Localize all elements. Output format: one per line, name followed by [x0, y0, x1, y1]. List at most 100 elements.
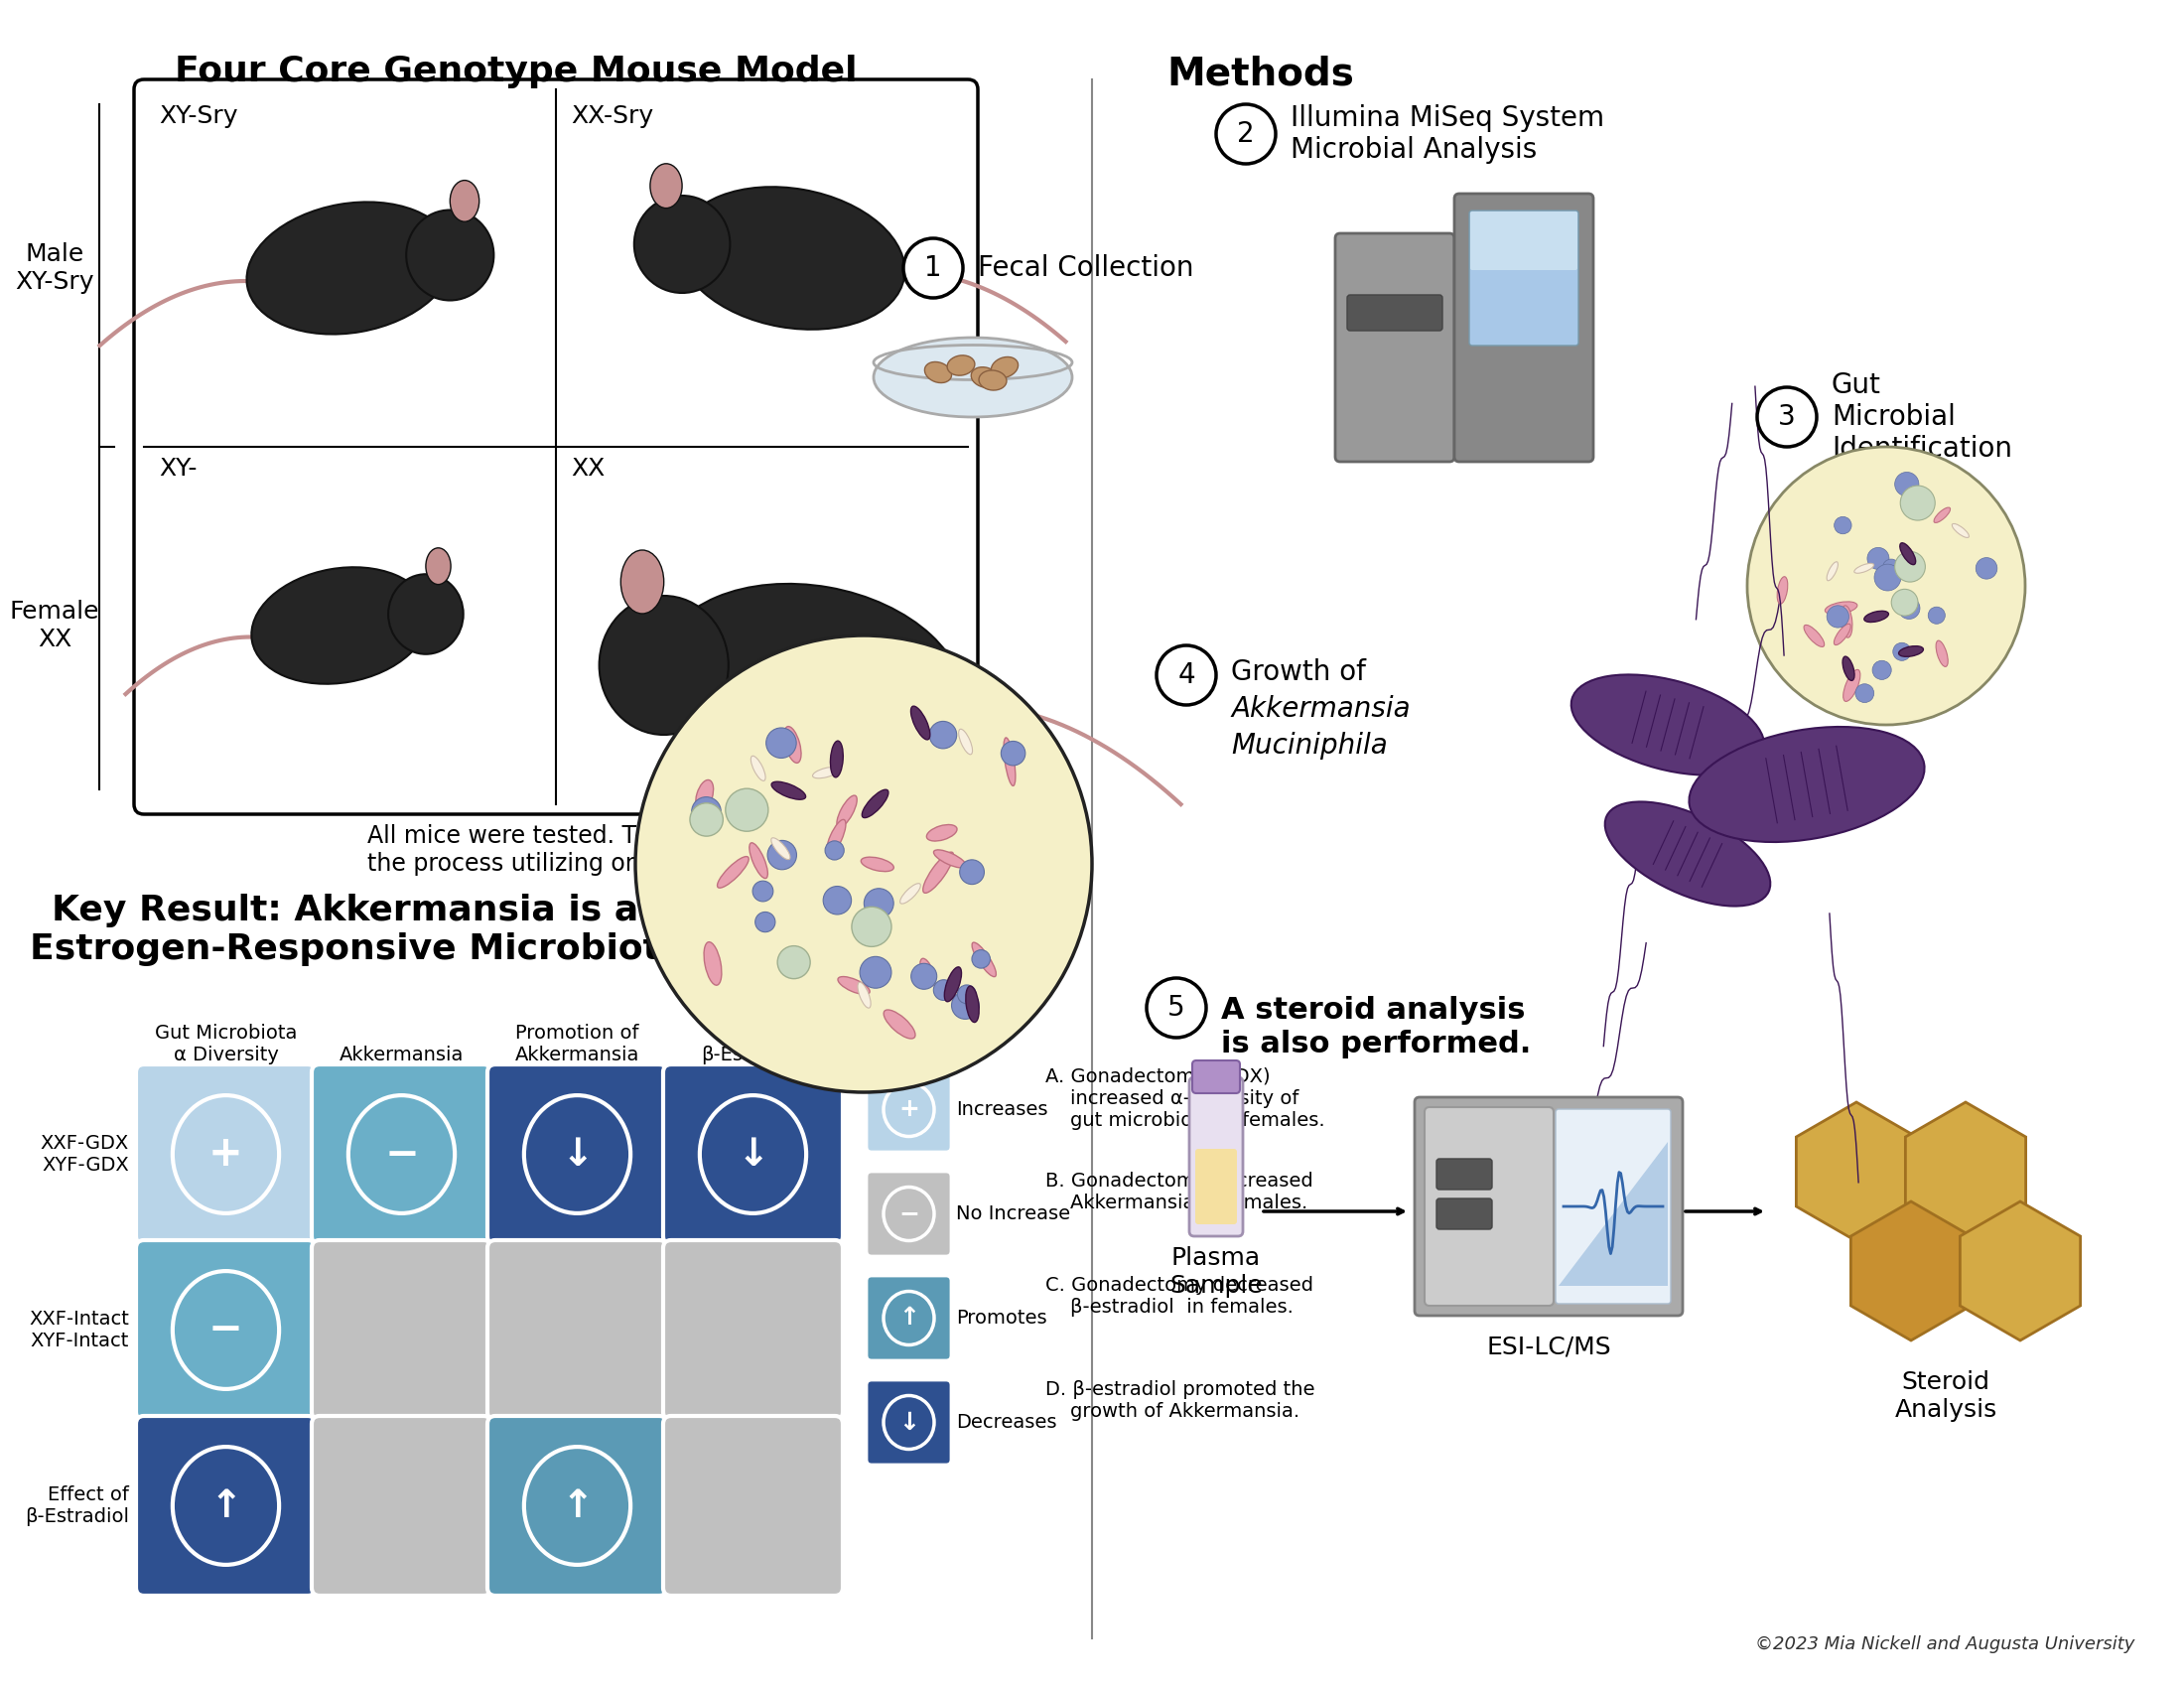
Ellipse shape [1843, 657, 1854, 680]
Text: Key Result: Akkermansia is an
Estrogen-Responsive Microbiota: Key Result: Akkermansia is an Estrogen-R… [31, 893, 684, 967]
Ellipse shape [751, 756, 764, 782]
Circle shape [1216, 105, 1275, 164]
Text: −: − [207, 1310, 242, 1350]
Circle shape [1835, 517, 1852, 533]
Ellipse shape [1605, 802, 1771, 906]
Ellipse shape [651, 164, 681, 208]
Ellipse shape [697, 780, 714, 812]
Ellipse shape [860, 858, 893, 871]
Circle shape [860, 957, 891, 987]
Text: Muciniphila: Muciniphila [1232, 733, 1387, 760]
Circle shape [1928, 608, 1946, 625]
Text: ↓: ↓ [736, 1136, 769, 1173]
Ellipse shape [247, 203, 454, 334]
Text: −: − [384, 1133, 419, 1175]
Ellipse shape [924, 852, 954, 893]
Circle shape [725, 788, 769, 830]
FancyBboxPatch shape [1437, 1158, 1492, 1190]
Ellipse shape [972, 366, 998, 388]
Text: XY-: XY- [159, 457, 197, 481]
Circle shape [1883, 559, 1900, 576]
Ellipse shape [450, 181, 478, 221]
Text: 4: 4 [1177, 662, 1195, 689]
FancyBboxPatch shape [1424, 1107, 1553, 1307]
Ellipse shape [933, 849, 965, 868]
Ellipse shape [1826, 601, 1856, 614]
Text: A. Gonadectomy (GDX)
    increased α-diversity of
    gut microbiota in females.: A. Gonadectomy (GDX) increased α-diversi… [1046, 1067, 1326, 1129]
Ellipse shape [1688, 728, 1924, 842]
FancyBboxPatch shape [867, 1276, 950, 1361]
Text: B. Gonadectomy decreased
    Akkermansia in females.: B. Gonadectomy decreased Akkermansia in … [1046, 1171, 1313, 1212]
Circle shape [1896, 473, 1920, 496]
Text: ↑: ↑ [898, 1307, 919, 1330]
Ellipse shape [1005, 738, 1016, 787]
Circle shape [1874, 564, 1900, 591]
Circle shape [1826, 606, 1850, 628]
Ellipse shape [1865, 611, 1889, 623]
Circle shape [1977, 557, 1996, 579]
Circle shape [1898, 598, 1920, 619]
Text: −: − [898, 1202, 919, 1225]
Text: ↑: ↑ [561, 1487, 594, 1524]
Ellipse shape [978, 370, 1007, 390]
Ellipse shape [426, 549, 450, 584]
Ellipse shape [992, 356, 1018, 378]
Circle shape [904, 238, 963, 297]
Ellipse shape [679, 187, 904, 329]
FancyBboxPatch shape [312, 1416, 491, 1595]
Ellipse shape [771, 837, 791, 859]
Ellipse shape [885, 1009, 915, 1038]
Ellipse shape [716, 856, 749, 888]
FancyBboxPatch shape [487, 1416, 666, 1595]
FancyBboxPatch shape [867, 1381, 950, 1465]
Ellipse shape [965, 986, 978, 1023]
Text: β-Estradiol: β-Estradiol [701, 1045, 806, 1065]
Circle shape [865, 888, 893, 918]
Text: ↑: ↑ [210, 1487, 242, 1524]
Ellipse shape [771, 782, 806, 800]
Text: 5: 5 [1168, 994, 1186, 1021]
Ellipse shape [926, 825, 957, 841]
FancyBboxPatch shape [1192, 1060, 1241, 1094]
FancyBboxPatch shape [135, 1241, 317, 1420]
Ellipse shape [911, 706, 930, 739]
Circle shape [1900, 486, 1935, 520]
Circle shape [690, 803, 723, 836]
Text: ↓: ↓ [561, 1136, 594, 1173]
Ellipse shape [1854, 564, 1874, 574]
Ellipse shape [839, 977, 869, 994]
Ellipse shape [812, 766, 839, 778]
Ellipse shape [1841, 606, 1852, 638]
FancyBboxPatch shape [312, 1241, 491, 1420]
Circle shape [767, 841, 797, 869]
Circle shape [756, 912, 775, 932]
Circle shape [826, 841, 843, 859]
Ellipse shape [598, 596, 729, 734]
Circle shape [1158, 645, 1216, 706]
FancyBboxPatch shape [1470, 211, 1579, 346]
FancyBboxPatch shape [135, 1416, 317, 1595]
Ellipse shape [1898, 647, 1924, 657]
Circle shape [1872, 660, 1891, 680]
Ellipse shape [620, 550, 664, 614]
Ellipse shape [660, 584, 963, 787]
Ellipse shape [863, 790, 889, 817]
FancyBboxPatch shape [135, 1065, 317, 1244]
Ellipse shape [959, 729, 972, 755]
Polygon shape [1959, 1202, 2081, 1340]
Circle shape [1000, 741, 1024, 765]
FancyBboxPatch shape [1437, 1198, 1492, 1229]
Ellipse shape [1900, 544, 1915, 565]
Ellipse shape [1933, 508, 1950, 523]
Circle shape [933, 979, 954, 1001]
Text: Akkermansia: Akkermansia [1232, 695, 1411, 722]
Ellipse shape [972, 942, 996, 977]
Circle shape [778, 945, 810, 979]
Ellipse shape [389, 574, 463, 655]
Ellipse shape [836, 795, 856, 827]
Text: Growth of: Growth of [1232, 658, 1365, 685]
Ellipse shape [900, 883, 919, 903]
Circle shape [767, 728, 797, 758]
Text: XX: XX [570, 457, 605, 481]
Circle shape [753, 881, 773, 901]
